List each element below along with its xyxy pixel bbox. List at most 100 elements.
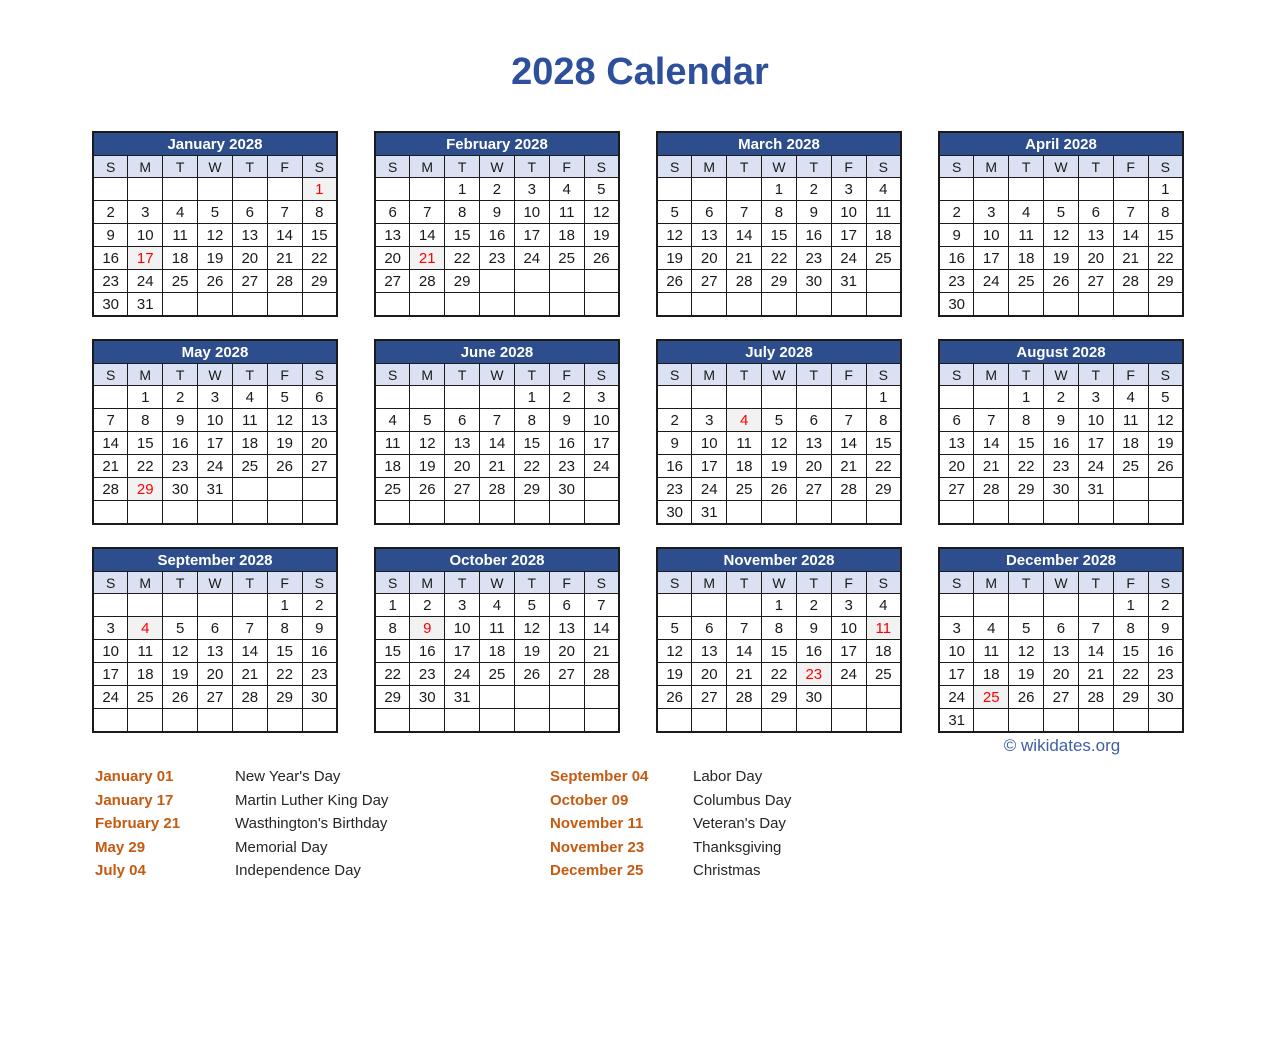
day-cell: 23: [938, 269, 975, 293]
empty-day-cell: [374, 500, 411, 525]
month-calendar-february-2028: February 2028 S M T W T F S 1 2 3 4 5 6 7 8 9 10 11 12 13 14…: [374, 131, 620, 317]
day-cell: 7: [1077, 616, 1114, 640]
day-cell: 10: [691, 431, 728, 455]
day-cell: 19: [409, 454, 446, 478]
day-cell: 11: [127, 639, 164, 663]
day-cell: 16: [409, 639, 446, 663]
day-cell: 25: [865, 246, 902, 270]
weekday-header: F: [1112, 571, 1149, 594]
day-cell: 29: [761, 685, 797, 709]
day-cell: 25: [231, 454, 268, 478]
day-cell: 26: [1147, 454, 1184, 478]
day-cell: 1: [266, 593, 303, 617]
weekday-header: T: [1008, 571, 1045, 594]
month-title-december-2028: December 2028: [938, 547, 1184, 572]
day-cell: 12: [656, 223, 693, 247]
weekday-header: S: [92, 363, 129, 386]
day-cell: 1: [374, 593, 411, 617]
empty-day-cell: [865, 292, 902, 317]
empty-day-cell: [1077, 500, 1114, 525]
day-cell: 24: [127, 269, 164, 293]
day-cell: 28: [92, 477, 129, 501]
day-cell: 23: [409, 662, 446, 686]
day-cell: 23: [656, 477, 693, 501]
empty-day-cell: [409, 177, 446, 201]
weekday-header: W: [479, 155, 515, 178]
weekday-header: S: [865, 571, 902, 594]
day-cell: 5: [761, 408, 797, 432]
day-cell: 14: [231, 639, 268, 663]
weekday-header: T: [1077, 363, 1114, 386]
day-cell: 3: [691, 408, 728, 432]
weekday-header: W: [1043, 363, 1079, 386]
day-cell: 11: [374, 431, 411, 455]
day-cell: 6: [301, 385, 338, 409]
day-cell: 22: [266, 662, 303, 686]
weekday-header: S: [1147, 363, 1184, 386]
day-cell: 17: [938, 662, 975, 686]
day-cell: 7: [830, 408, 867, 432]
day-cell: 20: [301, 431, 338, 455]
empty-day-cell: [865, 269, 902, 293]
empty-day-cell: [726, 593, 763, 617]
day-cell: 22: [761, 246, 797, 270]
empty-day-cell: [548, 500, 585, 525]
day-cell: 29: [266, 685, 303, 709]
month-calendar-july-2028: July 2028 S M T W T F S 1 2 3 4 5 6 7 8 9 10 11 12 13 14 15 16…: [656, 339, 902, 525]
day-cell: 23: [1147, 662, 1184, 686]
day-cell: 4: [865, 177, 902, 201]
empty-day-cell: [197, 593, 233, 617]
holiday-date: May 29: [95, 838, 146, 856]
day-cell: 5: [1008, 616, 1045, 640]
day-cell: 15: [127, 431, 164, 455]
empty-day-cell: [691, 292, 728, 317]
day-cell: 27: [548, 662, 585, 686]
day-cell: 17: [583, 431, 620, 455]
empty-day-cell: [1008, 708, 1045, 733]
day-cell: 19: [761, 454, 797, 478]
day-cell: 23: [162, 454, 199, 478]
day-cell: 19: [513, 639, 550, 663]
weekday-header: T: [726, 363, 763, 386]
day-cell: 31: [938, 708, 975, 733]
day-cell: 23: [92, 269, 129, 293]
empty-day-cell: [938, 593, 975, 617]
empty-day-cell: [691, 385, 728, 409]
holiday-legend-left-column: January 01 New Year's Day January 17 Martin…: [95, 765, 550, 883]
day-cell: 5: [162, 616, 199, 640]
weekday-header: T: [231, 155, 268, 178]
day-cell: 9: [795, 200, 832, 224]
empty-day-cell: [266, 177, 303, 201]
day-cell: 28: [1112, 269, 1149, 293]
day-cell: 29: [1008, 477, 1045, 501]
empty-day-cell: [266, 477, 303, 501]
empty-day-cell: [1147, 500, 1184, 525]
day-cell: 2: [795, 593, 832, 617]
day-cell: 21: [92, 454, 129, 478]
day-cell: 11: [162, 223, 199, 247]
empty-day-cell: [374, 177, 411, 201]
empty-day-cell: [1147, 477, 1184, 501]
day-cell: 30: [656, 500, 693, 525]
day-cell: 29: [513, 477, 550, 501]
empty-day-cell: [409, 292, 446, 317]
day-cell: 6: [1043, 616, 1079, 640]
weekday-header: T: [1008, 155, 1045, 178]
weekday-header: M: [409, 155, 446, 178]
holiday-name: Christmas: [693, 862, 761, 879]
day-cell: 16: [301, 639, 338, 663]
empty-day-cell: [830, 708, 867, 733]
day-cell: 31: [830, 269, 867, 293]
day-cell: 24: [444, 662, 481, 686]
day-cell: 26: [266, 454, 303, 478]
empty-day-cell: [92, 708, 129, 733]
day-cell: 17: [1077, 431, 1114, 455]
day-cell: 15: [1112, 639, 1149, 663]
empty-day-cell: [513, 292, 550, 317]
day-cell: 15: [301, 223, 338, 247]
month-calendar-november-2028: November 2028 S M T W T F S 1 2 3 4 5 6 7 8 9 10 11 12 13 14…: [656, 547, 902, 733]
month-title-may-2028: May 2028: [92, 339, 338, 364]
empty-day-cell: [583, 269, 620, 293]
day-cell: 18: [865, 223, 902, 247]
credit-link[interactable]: © wikidates.org: [1003, 736, 1121, 755]
